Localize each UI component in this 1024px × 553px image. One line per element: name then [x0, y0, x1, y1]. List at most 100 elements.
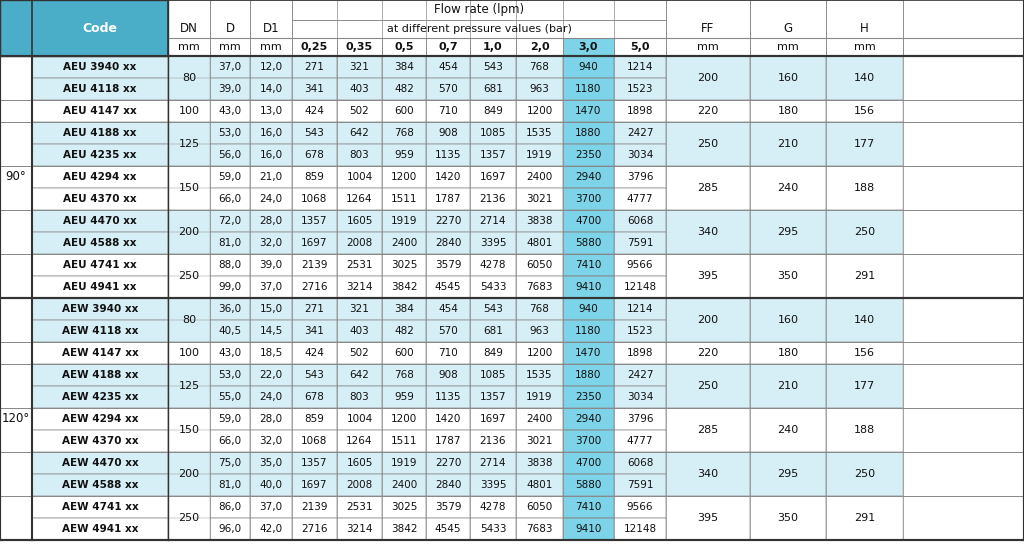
- Bar: [337, 56, 382, 78]
- Text: 291: 291: [854, 271, 876, 281]
- Bar: [563, 210, 614, 232]
- Text: 1470: 1470: [575, 348, 602, 358]
- Text: 1697: 1697: [301, 480, 328, 490]
- Text: 14,0: 14,0: [259, 84, 283, 94]
- Text: 2,0: 2,0: [529, 42, 549, 52]
- Bar: [210, 342, 250, 364]
- Bar: [516, 496, 563, 518]
- Bar: [250, 0, 292, 56]
- Text: 6068: 6068: [627, 216, 653, 226]
- Text: 125: 125: [178, 381, 200, 391]
- Text: AEU 4147 xx: AEU 4147 xx: [63, 106, 137, 116]
- Bar: [426, 276, 470, 298]
- Text: 4777: 4777: [627, 194, 653, 204]
- Bar: [750, 408, 826, 452]
- Bar: [382, 254, 426, 276]
- Text: 295: 295: [777, 227, 799, 237]
- Bar: [292, 144, 337, 166]
- Text: 140: 140: [854, 315, 876, 325]
- Bar: [337, 166, 382, 188]
- Bar: [426, 254, 470, 276]
- Bar: [563, 38, 614, 56]
- Bar: [826, 364, 903, 408]
- Bar: [382, 78, 426, 100]
- Bar: [470, 474, 516, 496]
- Bar: [382, 188, 426, 210]
- Text: 2008: 2008: [346, 238, 373, 248]
- Bar: [750, 100, 826, 122]
- Bar: [210, 276, 250, 298]
- Text: Code: Code: [83, 22, 118, 34]
- Bar: [382, 518, 426, 540]
- Text: 3842: 3842: [391, 524, 417, 534]
- Bar: [750, 166, 826, 210]
- Text: 543: 543: [304, 128, 325, 138]
- Text: 768: 768: [529, 304, 550, 314]
- Bar: [292, 276, 337, 298]
- Bar: [32, 232, 168, 254]
- Bar: [382, 408, 426, 430]
- Text: 5880: 5880: [575, 480, 602, 490]
- Bar: [210, 386, 250, 408]
- Bar: [826, 210, 903, 254]
- Text: 156: 156: [854, 348, 874, 358]
- Text: 403: 403: [349, 84, 370, 94]
- Text: 4278: 4278: [480, 260, 506, 270]
- Text: 424: 424: [304, 106, 325, 116]
- Bar: [32, 188, 168, 210]
- Text: 66,0: 66,0: [218, 194, 242, 204]
- Bar: [666, 452, 750, 496]
- Bar: [210, 320, 250, 342]
- Bar: [516, 232, 563, 254]
- Text: 285: 285: [697, 183, 719, 193]
- Bar: [563, 276, 614, 298]
- Text: 642: 642: [349, 370, 370, 380]
- Bar: [563, 56, 614, 78]
- Text: 7591: 7591: [627, 238, 653, 248]
- Bar: [210, 232, 250, 254]
- Bar: [250, 408, 292, 430]
- Text: 150: 150: [178, 183, 200, 193]
- Text: 2840: 2840: [435, 238, 461, 248]
- Bar: [470, 210, 516, 232]
- Bar: [426, 452, 470, 474]
- Bar: [210, 298, 250, 320]
- Bar: [614, 496, 666, 518]
- Text: 56,0: 56,0: [218, 150, 242, 160]
- Text: 3395: 3395: [480, 480, 506, 490]
- Bar: [32, 320, 168, 342]
- Text: 1180: 1180: [575, 84, 602, 94]
- Text: 321: 321: [349, 62, 370, 72]
- Bar: [337, 408, 382, 430]
- Text: 4545: 4545: [435, 282, 461, 292]
- Text: 768: 768: [529, 62, 550, 72]
- Text: 55,0: 55,0: [218, 392, 242, 402]
- Bar: [32, 122, 168, 144]
- Text: 5433: 5433: [480, 524, 506, 534]
- Text: H: H: [860, 22, 869, 34]
- Text: 59,0: 59,0: [218, 414, 242, 424]
- Text: AEW 4941 xx: AEW 4941 xx: [61, 524, 138, 534]
- Text: 341: 341: [304, 326, 325, 336]
- Text: DN: DN: [180, 22, 198, 34]
- Bar: [292, 210, 337, 232]
- Bar: [470, 430, 516, 452]
- Text: 81,0: 81,0: [218, 238, 242, 248]
- Text: 1919: 1919: [526, 150, 553, 160]
- Text: 4801: 4801: [526, 238, 553, 248]
- Bar: [292, 408, 337, 430]
- Text: 3838: 3838: [526, 458, 553, 468]
- Bar: [426, 430, 470, 452]
- Text: 678: 678: [304, 150, 325, 160]
- Text: 3700: 3700: [575, 436, 602, 446]
- Bar: [382, 144, 426, 166]
- Bar: [168, 122, 210, 166]
- Text: 15,0: 15,0: [259, 304, 283, 314]
- Text: 156: 156: [854, 106, 874, 116]
- Text: 859: 859: [304, 414, 325, 424]
- Bar: [563, 386, 614, 408]
- Bar: [750, 298, 826, 342]
- Bar: [563, 342, 614, 364]
- Text: 2714: 2714: [480, 458, 506, 468]
- Text: 1523: 1523: [627, 326, 653, 336]
